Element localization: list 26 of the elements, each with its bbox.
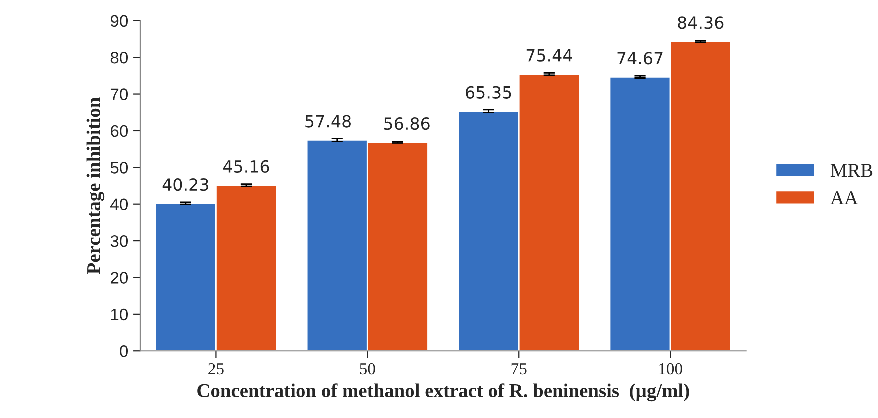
data-label: 40.23 (162, 178, 208, 192)
y-tick-label: 0 (120, 346, 128, 358)
x-tick-label: 25 (208, 363, 224, 375)
y-tick-label: 90 (110, 15, 128, 28)
data-label: 56.86 (384, 117, 430, 130)
x-tick-label: 75 (512, 364, 527, 375)
data-label: 57.48 (306, 115, 351, 128)
y-tick-label: 20 (110, 272, 128, 284)
data-label: 45.16 (223, 160, 270, 174)
y-tick-label: 40 (110, 198, 128, 211)
data-label: 65.35 (466, 86, 512, 99)
y-tick-label: 10 (111, 308, 128, 321)
legend-label: AA (830, 192, 858, 204)
y-tick-label: 30 (110, 235, 128, 248)
x-axis-title: Concentration of methanol extract of R. beninensis (µg/ml) (198, 384, 690, 402)
legend-label: MRB (830, 164, 873, 178)
data-label: 75.44 (526, 50, 572, 62)
y-tick-label: 50 (110, 162, 128, 174)
y-axis-title: Percentage inhibition (86, 98, 105, 274)
y-tick-label: 60 (110, 125, 128, 138)
y-tick-label: 80 (110, 52, 128, 64)
data-label: 84.36 (678, 16, 724, 30)
x-tick-label: 100 (660, 363, 682, 375)
x-tick-label: 50 (360, 363, 376, 375)
data-label: 74.67 (618, 52, 663, 65)
y-tick-label: 70 (110, 88, 128, 100)
